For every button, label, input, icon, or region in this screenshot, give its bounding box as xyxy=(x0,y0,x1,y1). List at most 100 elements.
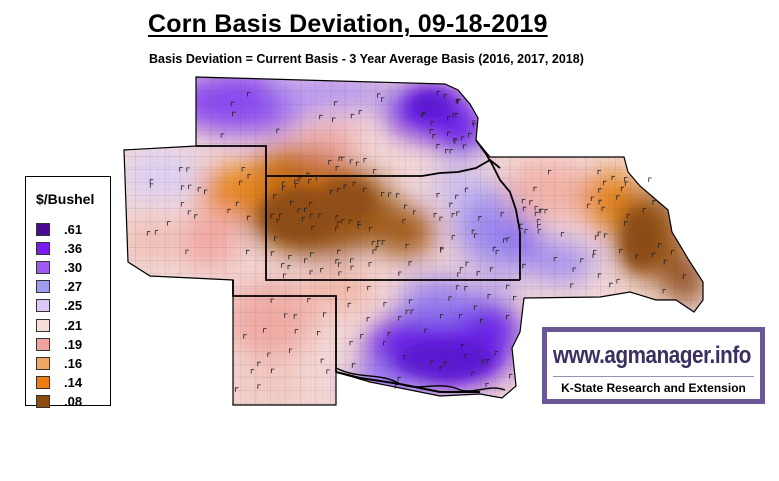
elevator-marker xyxy=(308,179,312,184)
elevator-marker xyxy=(197,187,202,192)
elevator-marker xyxy=(241,167,246,172)
elevator-marker xyxy=(534,206,538,211)
legend-items: .61 .36 .30 .27 .25 .21 xyxy=(36,220,106,411)
logo-tagline: K-State Research and Extension xyxy=(561,381,746,395)
legend-swatch xyxy=(36,337,50,351)
elevator-marker xyxy=(149,179,154,184)
elevator-marker xyxy=(537,224,541,229)
elevator-marker xyxy=(187,210,192,215)
elevator-marker xyxy=(424,328,428,334)
elevator-marker xyxy=(179,167,183,172)
elevator-marker xyxy=(332,117,336,122)
elevator-marker xyxy=(341,219,345,224)
elevator-marker xyxy=(432,134,436,139)
elevator-marker xyxy=(430,360,434,365)
elevator-marker xyxy=(274,236,278,241)
elevator-marker xyxy=(456,211,460,216)
elevator-marker xyxy=(284,313,288,318)
elevator-marker xyxy=(290,200,294,206)
elevator-marker xyxy=(455,285,460,290)
elevator-marker xyxy=(281,263,285,268)
elevator-marker xyxy=(383,341,387,346)
elevator-marker xyxy=(447,116,451,121)
legend-item: .61 xyxy=(36,220,106,239)
elevator-marker xyxy=(529,200,533,205)
elevator-marker xyxy=(548,170,552,175)
elevator-marker xyxy=(282,186,286,191)
elevator-marker xyxy=(363,187,367,193)
legend-swatch xyxy=(36,375,50,389)
elevator-marker xyxy=(408,299,413,304)
elevator-markers xyxy=(146,90,687,392)
elevator-marker xyxy=(597,273,602,278)
elevator-marker xyxy=(250,369,255,374)
elevator-marker xyxy=(482,359,486,364)
elevator-marker xyxy=(509,373,513,379)
legend-item: .36 xyxy=(36,239,106,258)
elevator-marker xyxy=(347,286,351,292)
elevator-marker xyxy=(472,120,476,125)
elevator-marker xyxy=(328,160,332,165)
elevator-marker xyxy=(246,249,250,255)
legend-label: .36 xyxy=(64,241,83,257)
elevator-marker xyxy=(398,271,402,276)
elevator-marker xyxy=(553,257,558,262)
elevator-marker xyxy=(337,188,341,193)
elevator-marker xyxy=(447,131,451,137)
elevator-marker xyxy=(495,250,500,255)
elevator-marker xyxy=(489,267,494,272)
legend-label: .27 xyxy=(64,279,83,295)
elevator-marker xyxy=(464,187,469,193)
elevator-marker xyxy=(439,366,443,371)
elevator-marker xyxy=(180,202,185,207)
legend-item: .14 xyxy=(36,373,106,392)
elevator-marker xyxy=(335,215,339,220)
elevator-marker xyxy=(598,188,602,193)
elevator-marker xyxy=(318,213,322,218)
legend-swatch xyxy=(36,242,50,256)
elevator-marker xyxy=(298,177,302,182)
elevator-marker xyxy=(283,273,287,279)
elevator-marker xyxy=(652,200,656,205)
elevator-marker xyxy=(620,186,625,192)
elevator-marker xyxy=(616,279,620,284)
elevator-marker xyxy=(270,251,275,256)
elevator-marker xyxy=(597,231,602,236)
logo-url-text[interactable]: www.agmanager.info xyxy=(553,342,751,369)
legend-swatch xyxy=(36,394,50,408)
legend-item: .21 xyxy=(36,315,106,334)
legend-title: $/Bushel xyxy=(36,191,95,207)
elevator-marker xyxy=(506,315,510,320)
elevator-marker xyxy=(461,344,465,349)
elevator-marker xyxy=(309,202,313,207)
elevator-marker xyxy=(522,263,526,269)
elevator-marker xyxy=(478,216,482,221)
elevator-marker xyxy=(348,219,353,224)
elevator-marker xyxy=(276,218,281,224)
elevator-marker xyxy=(185,249,189,255)
elevator-marker xyxy=(580,258,584,263)
elevator-marker xyxy=(306,172,310,178)
elevator-marker xyxy=(371,241,376,246)
agmanager-logo[interactable]: www.agmanager.info K-State Research and … xyxy=(542,327,765,404)
elevator-marker xyxy=(624,221,628,226)
elevator-marker xyxy=(440,246,444,252)
elevator-marker xyxy=(619,248,623,254)
elevator-marker xyxy=(293,314,298,319)
legend-swatch xyxy=(36,318,50,332)
elevator-marker xyxy=(456,99,461,105)
elevator-marker xyxy=(405,309,410,315)
legend-swatch xyxy=(36,356,50,370)
elevator-marker xyxy=(186,167,190,172)
elevator-marker xyxy=(473,122,477,128)
elevator-marker xyxy=(538,209,543,214)
elevator-marker xyxy=(408,261,412,266)
elevator-marker xyxy=(351,363,356,368)
elevator-marker xyxy=(452,113,456,118)
elevator-marker xyxy=(480,318,484,324)
elevator-marker xyxy=(350,258,354,263)
elevator-marker xyxy=(309,270,313,275)
elevator-marker xyxy=(383,302,387,307)
elevator-marker xyxy=(485,383,489,388)
elevator-marker xyxy=(247,92,251,97)
